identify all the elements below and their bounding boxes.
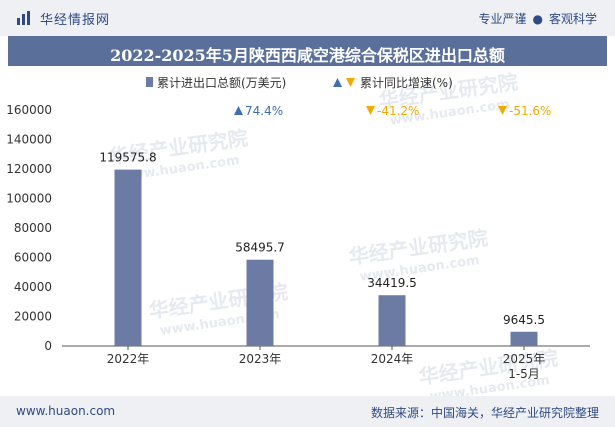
bar	[378, 295, 406, 346]
y-tick-label: 160000	[6, 103, 52, 117]
title-bar: 2022-2025年5月陕西西咸空港综合保税区进出口总额	[8, 36, 607, 66]
chart-title: 2022-2025年5月陕西西咸空港综合保税区进出口总额	[110, 46, 505, 65]
top-bar: 华经情报网 专业严谨 ● 客观科学	[0, 0, 615, 36]
legend-label-bar: 累计进出口总额(万美元)	[157, 76, 286, 90]
y-tick-label: 40000	[14, 280, 52, 294]
top-tagline: 专业严谨 ● 客观科学	[478, 10, 597, 27]
bar-chart: 华经产业研究院www.huaon.com华经产业研究院www.huaon.com…	[6, 70, 590, 396]
growth-label: -51.6%	[509, 104, 551, 118]
bar	[114, 169, 142, 346]
dot-icon: ●	[532, 12, 543, 26]
x-tick-label: 2022年	[107, 352, 150, 366]
logo-icon	[17, 11, 30, 25]
growth-down-triangle-icon	[498, 106, 507, 115]
growth-label: -41.2%	[377, 104, 419, 118]
growth-label: 74.4%	[245, 104, 283, 118]
tagline-left: 专业严谨	[478, 12, 527, 26]
legend-up-triangle-icon	[333, 78, 342, 87]
x-tick-label: 1-5月	[508, 367, 540, 381]
site-url: www.huaon.com	[16, 404, 116, 418]
bar-value-label: 34419.5	[367, 276, 417, 290]
y-tick-label: 140000	[6, 133, 52, 147]
x-tick-label: 2024年	[371, 352, 414, 366]
bar-value-label: 119575.8	[99, 151, 156, 165]
y-tick-label: 0	[44, 339, 52, 353]
bar	[510, 331, 538, 346]
y-tick-label: 60000	[14, 251, 52, 265]
y-tick-label: 120000	[6, 162, 52, 176]
x-tick-label: 2025年	[503, 352, 546, 366]
growth-up-triangle-icon	[234, 106, 243, 115]
tagline-right: 客观科学	[548, 12, 597, 26]
growth-down-triangle-icon	[366, 106, 375, 115]
data-source: 数据来源：中国海关，华经产业研究院整理	[370, 406, 599, 420]
x-tick-label: 2023年	[239, 352, 282, 366]
brand-name: 华经情报网	[40, 13, 111, 28]
y-tick-label: 80000	[14, 221, 52, 235]
y-tick-label: 100000	[6, 192, 52, 206]
bar	[246, 259, 274, 346]
legend-down-triangle-icon	[346, 78, 355, 87]
bar-value-label: 58495.7	[235, 241, 285, 255]
y-tick-label: 20000	[14, 310, 52, 324]
bottom-bar: www.huaon.com 数据来源：中国海关，华经产业研究院整理	[0, 396, 615, 427]
bar-value-label: 9645.5	[503, 313, 545, 327]
legend-label-growth: 累计同比增速(%)	[360, 76, 453, 90]
legend-swatch-bar	[146, 77, 153, 87]
